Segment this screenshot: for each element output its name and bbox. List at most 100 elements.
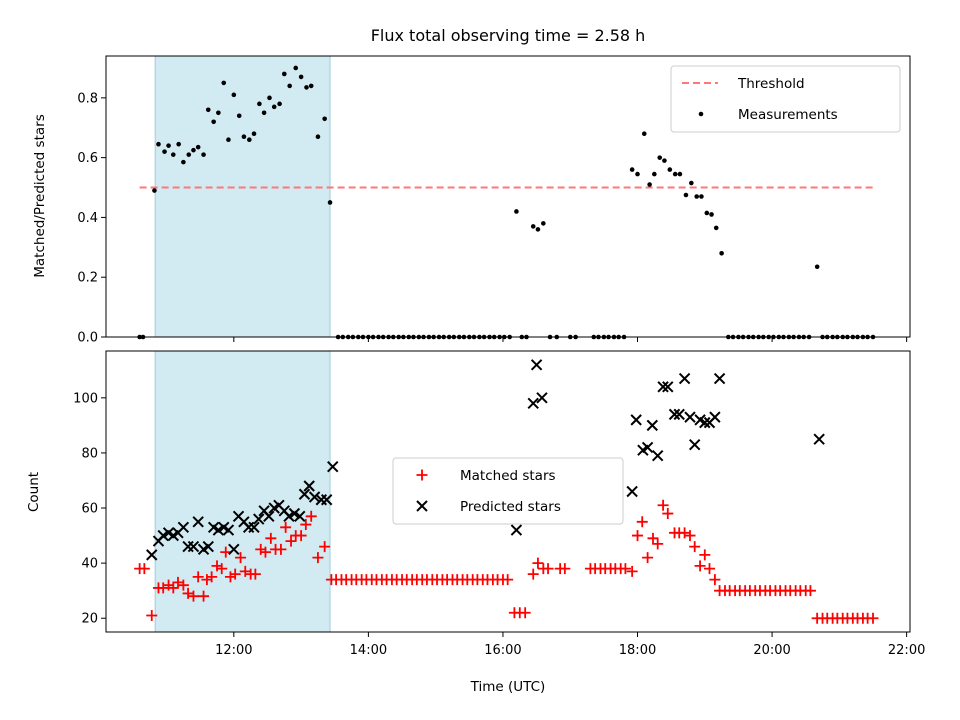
data-point [166, 143, 171, 148]
data-point [657, 499, 669, 511]
data-point [255, 543, 267, 555]
data-point [247, 137, 252, 143]
bottom-y-tick-label: 60 [81, 502, 98, 517]
data-point [249, 568, 261, 580]
data-point [305, 510, 317, 522]
data-point [222, 524, 235, 536]
data-point [689, 180, 694, 186]
data-point [212, 524, 225, 536]
data-point [813, 433, 825, 445]
data-point [287, 83, 292, 89]
legend-threshold-label: Threshold [737, 76, 805, 92]
data-point [657, 155, 663, 160]
top-shaded-span [154, 55, 331, 338]
data-point [629, 167, 635, 172]
legend-matched-swatch [416, 469, 428, 481]
data-point [642, 552, 654, 564]
data-point [239, 565, 251, 577]
data-point [267, 95, 272, 101]
data-point [312, 552, 324, 564]
data-point [216, 110, 221, 116]
data-point [220, 546, 232, 558]
data-point [263, 510, 275, 523]
top-axes-frame [105, 55, 911, 338]
data-point [626, 485, 638, 498]
data-point [163, 579, 175, 591]
data-point [235, 552, 247, 564]
data-point [228, 543, 240, 556]
data-point [206, 571, 218, 583]
data-point [211, 560, 223, 572]
data-point [211, 119, 216, 125]
chart-title: Flux total observing time = 2.58 h [371, 26, 646, 45]
bottom-axes-frame [105, 350, 911, 633]
data-point [652, 538, 664, 550]
data-point [281, 71, 287, 77]
data-point [667, 167, 673, 172]
legend-box [670, 65, 901, 133]
data-point [275, 543, 287, 555]
top-y-tick-label: 0.0 [77, 331, 98, 346]
data-point [709, 574, 721, 586]
data-point [626, 565, 638, 577]
data-point [257, 101, 262, 107]
data-point [684, 530, 696, 542]
bottom-y-axis-label: Count [26, 472, 42, 512]
legend-predicted-label: Predicted stars [460, 499, 561, 515]
top-plot-area: 0.0 0.2 0.4 0.6 0.8 Threshold Measurements [77, 55, 911, 346]
bottom-y-tick-label: 20 [81, 612, 98, 627]
data-point [641, 131, 647, 137]
data-point [182, 587, 194, 599]
bottom-series-matched-stars [134, 499, 879, 624]
data-point [300, 519, 312, 531]
top-y-tick-label: 0.2 [77, 271, 98, 286]
data-point [541, 221, 546, 226]
legend-measurements-swatch [698, 111, 704, 117]
data-point [293, 65, 299, 71]
data-point [713, 372, 726, 385]
data-point [156, 141, 161, 147]
data-point [719, 250, 724, 256]
data-point [295, 530, 307, 542]
data-point [280, 521, 292, 533]
bottom-legend: Matched stars Predicted stars [392, 457, 624, 525]
data-point [201, 574, 213, 586]
data-point [542, 563, 554, 575]
top-y-axis-label: Matched/Predicted stars [32, 114, 48, 277]
data-point [157, 582, 169, 594]
data-point [694, 194, 700, 199]
x-tick-label: 14:00 [350, 643, 387, 658]
legend-matched-label: Matched stars [460, 468, 556, 484]
data-point [530, 224, 536, 229]
data-point [261, 110, 267, 116]
bottom-y-tick-label: 80 [81, 446, 98, 461]
data-point [177, 521, 190, 534]
data-point [157, 529, 169, 542]
bottom-plot-area: 20 40 60 80 100 12:00 14:00 16:00 18:00 20:00 22:0… [73, 350, 925, 658]
data-point [294, 510, 306, 523]
data-point [320, 494, 333, 506]
x-axis-label: Time (UTC) [470, 679, 546, 695]
data-point [709, 212, 714, 217]
data-point [867, 612, 879, 624]
legend-predicted-swatch [416, 500, 428, 512]
top-y-tick-label: 0.8 [77, 91, 98, 106]
data-point [181, 159, 186, 165]
x-tick-label: 20:00 [753, 643, 790, 658]
bottom-y-tick-label: 100 [73, 391, 98, 406]
data-point [187, 540, 200, 553]
data-point [647, 182, 652, 187]
data-point [319, 541, 331, 553]
bottom-shaded-span [154, 350, 331, 633]
data-point [277, 101, 282, 107]
data-point [804, 585, 816, 597]
data-point [502, 574, 514, 586]
x-tick-label: 12:00 [215, 643, 252, 658]
data-point [177, 579, 189, 591]
data-point [713, 225, 719, 231]
data-point [259, 546, 271, 558]
data-point [265, 532, 277, 544]
top-legend: Threshold Measurements [670, 65, 901, 133]
data-point [657, 381, 669, 393]
data-point [527, 568, 539, 580]
